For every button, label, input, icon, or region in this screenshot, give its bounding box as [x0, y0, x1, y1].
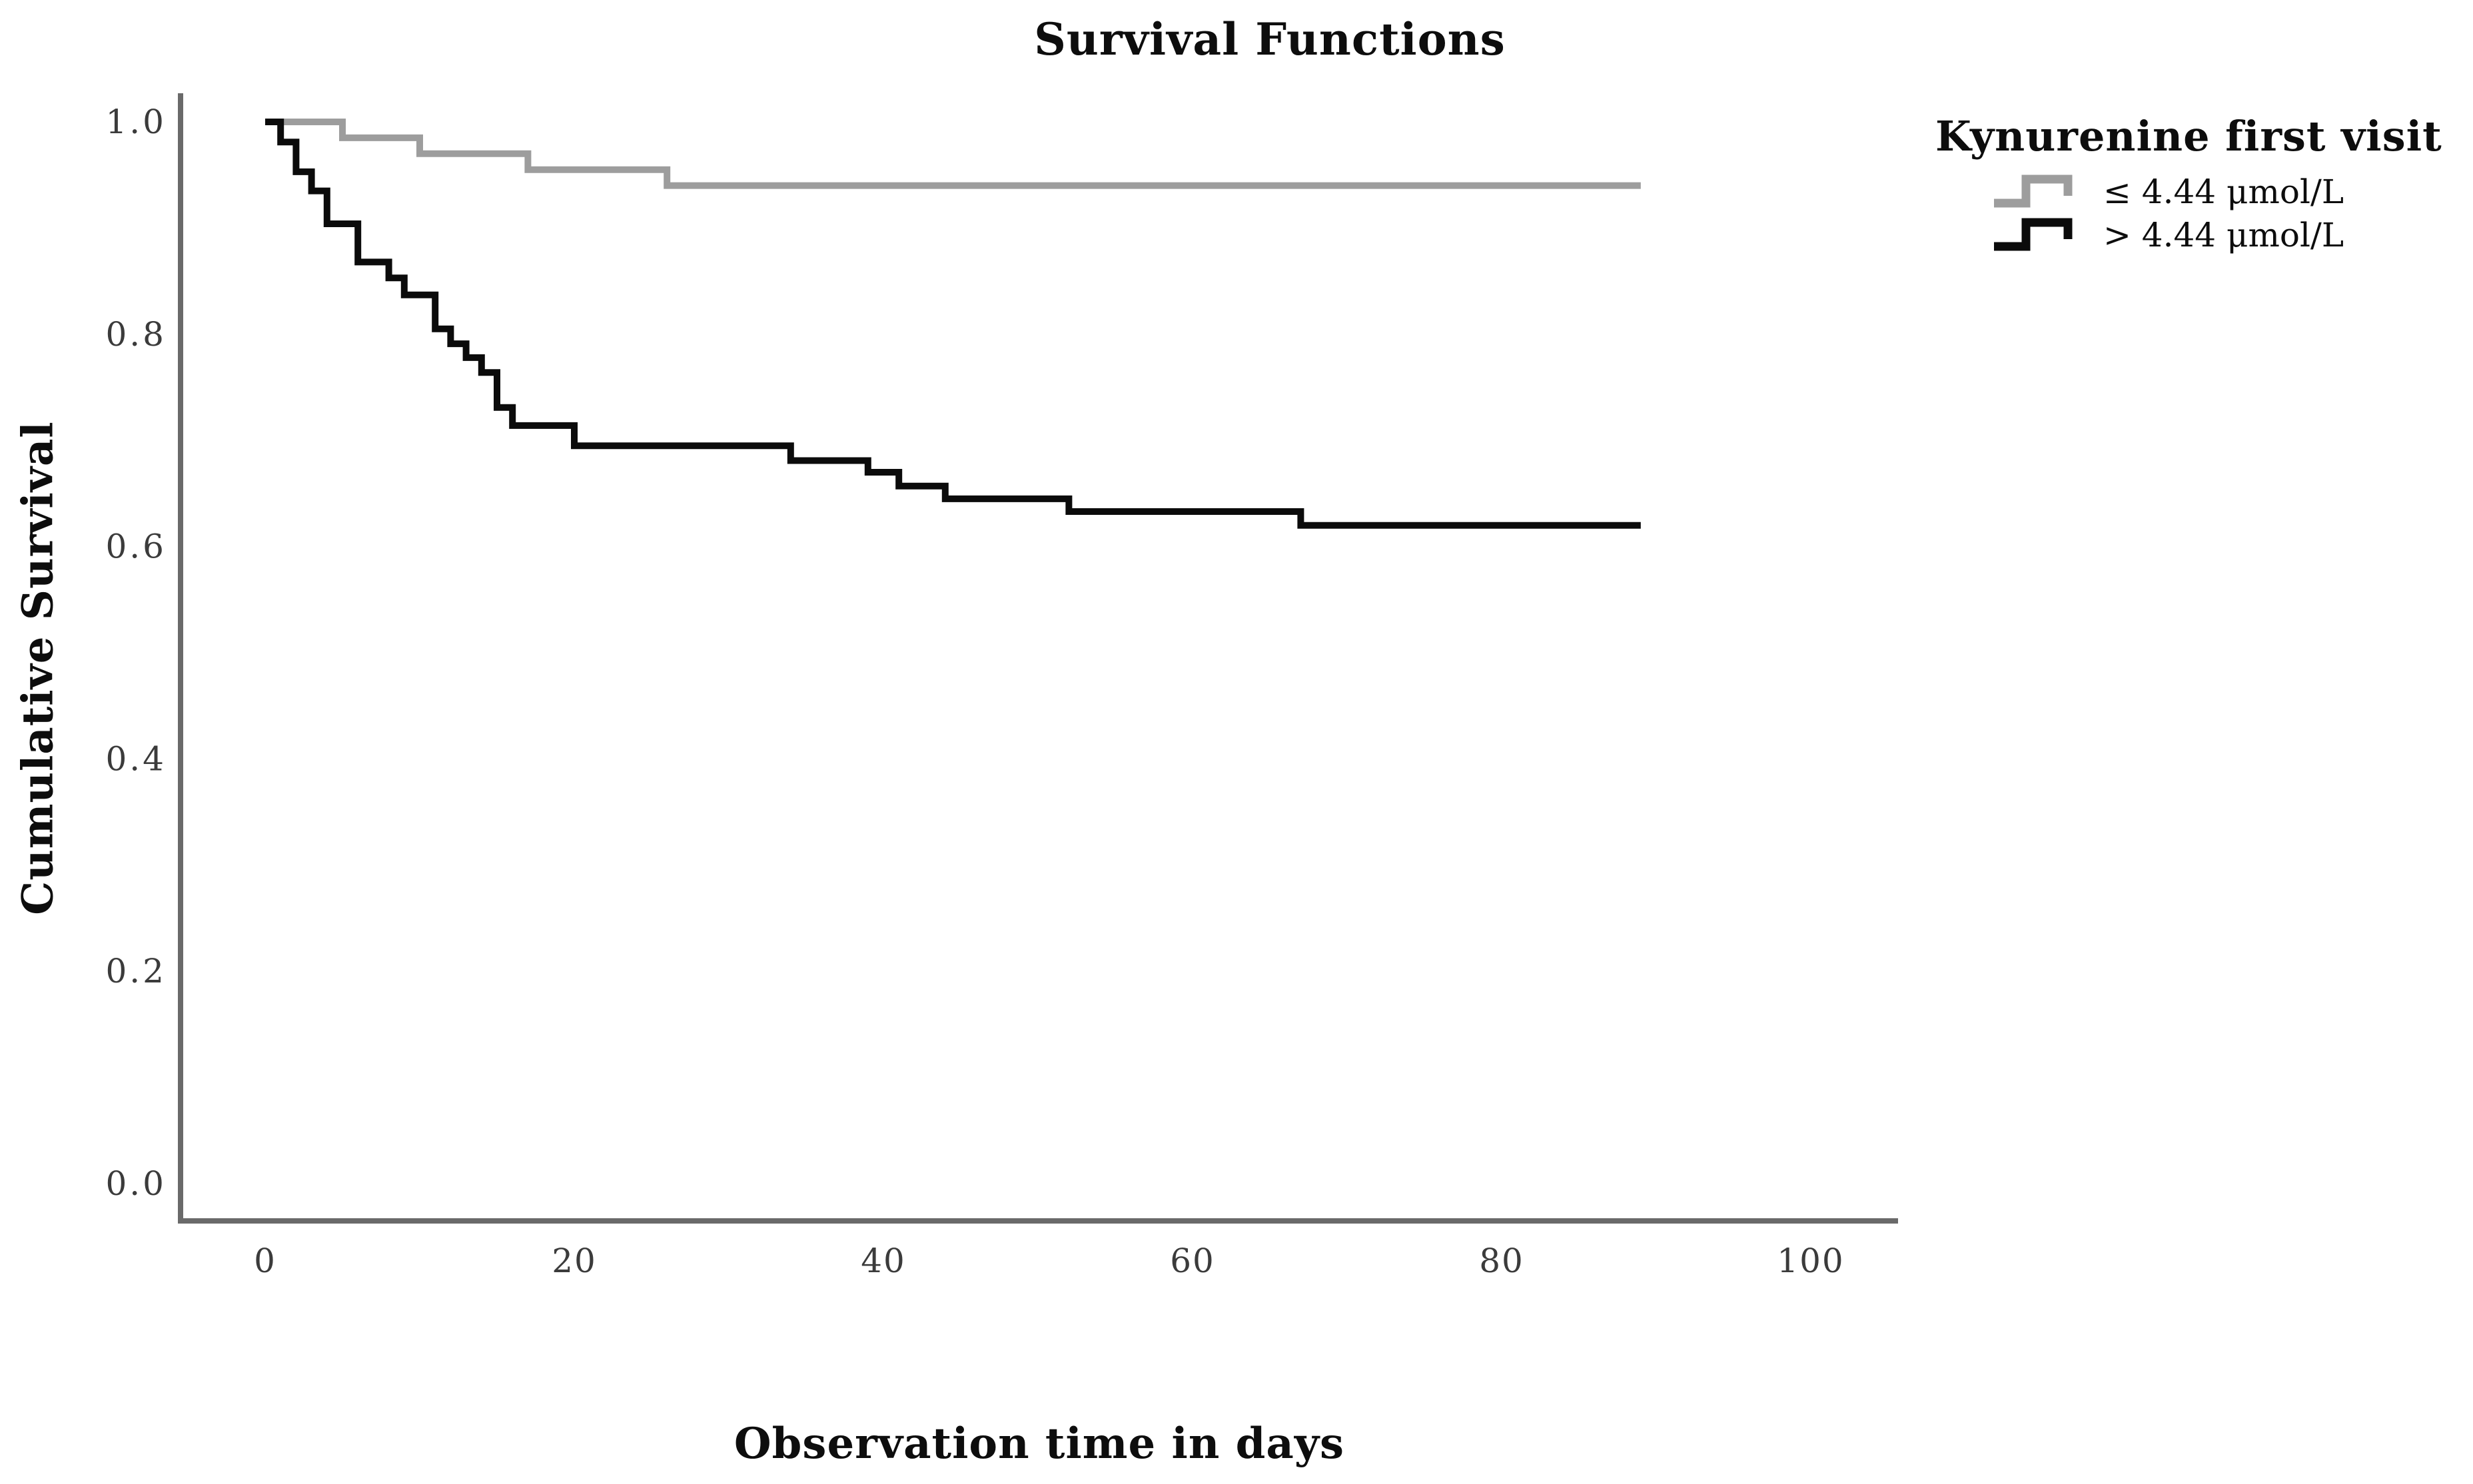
- x-tick-label: 60: [1170, 1242, 1215, 1280]
- legend-entry-gt: > 4.44 μmol/L: [1992, 213, 2462, 256]
- legend-title: Kynurenine first visit: [1935, 112, 2442, 161]
- legend-step-symbol-lte-icon: [1994, 175, 2073, 207]
- chart-title: Survival Functions: [1034, 13, 1506, 65]
- y-tick-label: 0.8: [105, 315, 167, 354]
- x-tick-label: 100: [1777, 1242, 1844, 1280]
- y-tick-label: 0.4: [105, 739, 167, 778]
- y-tick-label: 0.0: [105, 1164, 167, 1203]
- legend-entry-label: > 4.44 μmol/L: [2103, 215, 2344, 254]
- legend-entries: ≤ 4.44 μmol/L > 4.44 μmol/L: [1935, 170, 2462, 256]
- legend-step-symbol-gt-icon: [1994, 218, 2073, 250]
- x-tick-label: 0: [254, 1242, 276, 1280]
- legend: Kynurenine first visit ≤ 4.44 μmol/L > 4…: [1935, 112, 2462, 256]
- y-tick-label: 0.6: [105, 528, 167, 566]
- survival-curve-lte: [265, 119, 1641, 189]
- y-tick-label: 0.2: [105, 952, 167, 990]
- legend-entry-lte: ≤ 4.44 μmol/L: [1992, 170, 2462, 213]
- x-axis-title: Observation time in days: [734, 1419, 1345, 1469]
- survival-curve-gt: [265, 119, 1641, 529]
- x-tick-label: 80: [1479, 1242, 1524, 1280]
- legend-entry-label: ≤ 4.44 μmol/L: [2103, 172, 2344, 211]
- y-tick-label: 1.0: [105, 103, 167, 141]
- x-tick-label: 20: [552, 1242, 597, 1280]
- y-axis-title: Cumulative Survival: [13, 421, 63, 915]
- x-tick-label: 40: [861, 1242, 906, 1280]
